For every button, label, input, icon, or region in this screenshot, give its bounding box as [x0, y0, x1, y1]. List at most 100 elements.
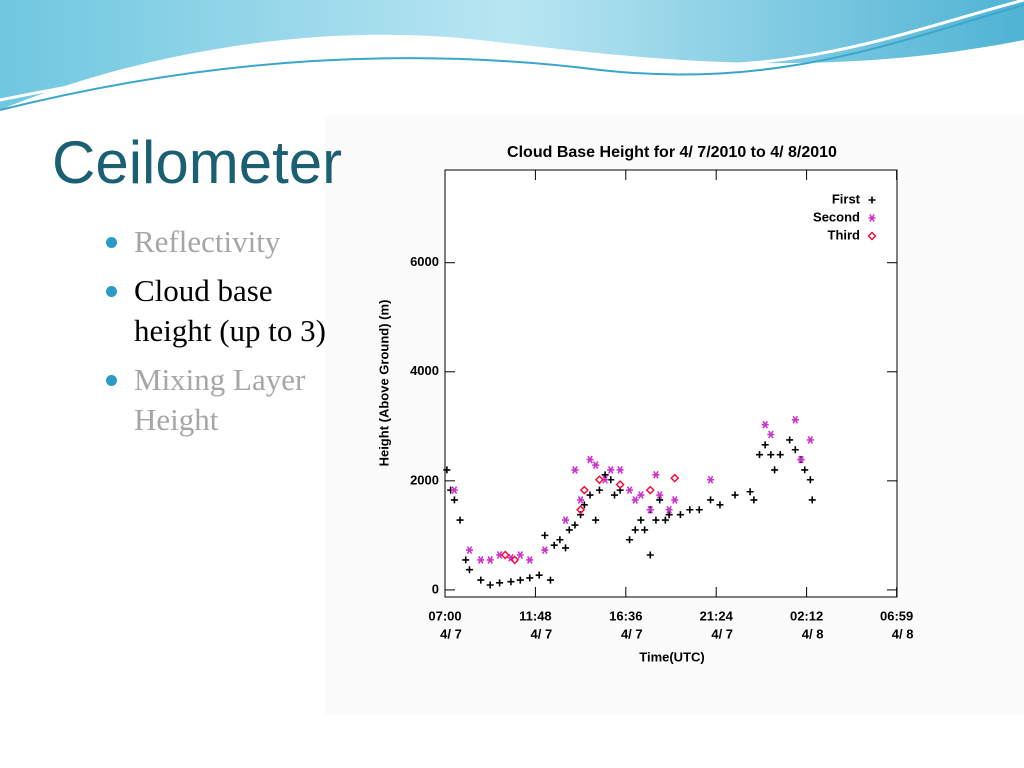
point — [652, 470, 660, 479]
bullet: Reflectivity — [106, 222, 326, 262]
point — [626, 536, 634, 544]
point — [477, 556, 485, 564]
legend-marker — [868, 196, 876, 204]
point — [541, 546, 549, 555]
point — [450, 486, 458, 495]
point — [771, 466, 779, 474]
x-tick-label: 07:00 — [428, 608, 461, 623]
point — [646, 551, 654, 559]
point — [686, 506, 694, 514]
point — [546, 576, 554, 584]
wave-line — [0, 0, 1024, 102]
point — [500, 550, 510, 560]
plot-frame — [444, 169, 898, 598]
point — [562, 544, 570, 552]
x-tick-label: 06:59 — [880, 608, 913, 623]
point — [486, 556, 494, 564]
legend-label: Third — [828, 227, 861, 242]
point — [616, 466, 624, 474]
x-tick-label: 16:36 — [609, 608, 642, 623]
y-tick-label: 6000 — [410, 254, 439, 269]
point — [695, 506, 703, 514]
point — [791, 446, 799, 454]
point — [656, 496, 664, 504]
legend-marker — [868, 214, 876, 222]
point — [576, 505, 586, 515]
y-tick-label: 0 — [432, 581, 439, 596]
point — [631, 496, 639, 504]
point — [526, 574, 534, 582]
point — [516, 551, 524, 559]
point — [571, 466, 579, 474]
point — [801, 466, 809, 474]
wave-line — [0, 4, 1024, 111]
bullet-line: height (up to 3) — [134, 313, 326, 348]
point — [791, 415, 799, 424]
legend-label: First — [832, 191, 861, 206]
bullet-line: Reflectivity — [134, 224, 281, 259]
point — [586, 455, 594, 464]
point — [707, 496, 715, 504]
x-tick-date: 4/ 7 — [621, 626, 643, 641]
point — [579, 485, 589, 495]
point — [767, 430, 775, 439]
point — [516, 576, 524, 584]
point — [496, 579, 504, 587]
point — [750, 496, 758, 504]
point — [806, 476, 814, 484]
point — [580, 501, 588, 509]
point — [571, 521, 579, 529]
point — [665, 511, 673, 519]
point — [535, 571, 543, 579]
point — [507, 578, 515, 586]
point — [465, 546, 473, 555]
x-axis-label: Time(UTC) — [639, 649, 704, 664]
point — [456, 516, 464, 524]
point — [646, 505, 654, 514]
point — [797, 455, 805, 464]
bullet-line: Cloud base — [134, 273, 273, 308]
point — [761, 420, 769, 429]
slide-title: Ceilometer — [52, 129, 343, 196]
point — [707, 475, 715, 484]
point — [746, 488, 754, 496]
point — [786, 436, 794, 444]
y-axis-label: Height (Above Ground) (m) — [376, 300, 391, 467]
bullet: Mixing Layer Height — [106, 360, 326, 440]
x-tick-label: 21:24 — [700, 608, 734, 623]
chart-title: Cloud Base Height for 4/ 7/2010 to 4/ 8/… — [507, 144, 837, 161]
bullet-line: Mixing Layer — [134, 362, 306, 397]
point — [592, 516, 600, 524]
legend-label: Second — [813, 209, 860, 224]
point — [615, 480, 625, 490]
x-tick-date: 4/ 7 — [711, 626, 733, 641]
bullet: Cloud base height (up to 3) — [106, 271, 326, 351]
point — [541, 531, 549, 539]
point — [607, 466, 615, 474]
point — [656, 491, 664, 499]
point — [510, 555, 520, 565]
point — [645, 485, 655, 495]
point — [562, 516, 570, 525]
point — [611, 491, 618, 499]
point — [626, 486, 634, 495]
point — [486, 581, 494, 589]
point — [676, 511, 684, 519]
point — [594, 475, 604, 485]
point — [462, 556, 470, 564]
point — [767, 451, 775, 459]
point — [631, 526, 639, 534]
x-tick-date: 4/ 8 — [892, 626, 914, 641]
y-tick-label: 4000 — [410, 363, 439, 378]
point — [477, 576, 485, 584]
point — [671, 496, 679, 504]
point — [731, 491, 739, 499]
point — [776, 451, 784, 459]
point — [637, 516, 645, 524]
point — [450, 496, 458, 504]
wave — [0, 0, 1024, 110]
bullet-line: Height — [134, 402, 219, 437]
point — [641, 526, 649, 534]
point — [601, 471, 609, 479]
